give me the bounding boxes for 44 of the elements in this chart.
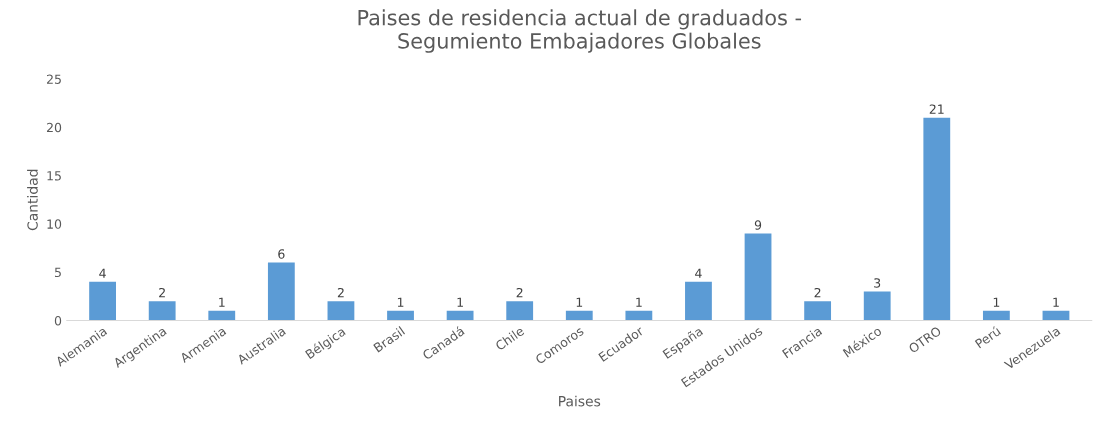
data-label: 3 [874,278,881,288]
bar [863,291,891,321]
data-label: 1 [219,297,225,307]
data-label: 2 [159,287,165,298]
data-label: 2 [516,287,523,298]
data-label: 1 [457,297,463,307]
y-tick-label: 25 [46,74,61,84]
data-label: 9 [754,220,762,230]
bar [923,117,951,321]
bar [1042,310,1070,321]
data-label: 1 [636,297,642,307]
bar [625,310,653,321]
data-label: 1 [397,297,404,307]
bar [804,301,832,321]
data-label: 4 [99,268,106,278]
data-label: 1 [993,297,1000,307]
data-label: 6 [278,249,285,259]
bar [446,310,474,321]
bar [148,301,176,321]
chart-title: Paises de residencia actual de graduados - Segumiento Embajadores Globales [358,9,802,53]
bar [565,310,593,321]
y-tick-label: 15 [47,171,61,181]
bar [744,233,772,321]
bar [208,310,236,321]
y-tick-label: 10 [47,219,62,229]
data-label: 1 [576,297,583,307]
y-axis-title: Cantidad [27,169,38,231]
y-tick-label: 0 [54,315,62,326]
bar [327,301,355,321]
data-label: 1 [1053,297,1059,307]
data-label: 4 [695,268,702,278]
bar [685,281,712,321]
bar [89,281,116,321]
x-axis-title: Paises [559,395,601,407]
y-tick-label: 20 [46,122,62,133]
bar [387,310,414,321]
bar [506,301,534,321]
bar [267,262,295,321]
y-tick-label: 5 [54,267,61,278]
x-tick-label: Chile [494,325,525,351]
data-label: 2 [337,287,344,298]
data-label: 21 [929,104,944,114]
data-label: 2 [814,287,821,298]
bar [982,310,1010,321]
